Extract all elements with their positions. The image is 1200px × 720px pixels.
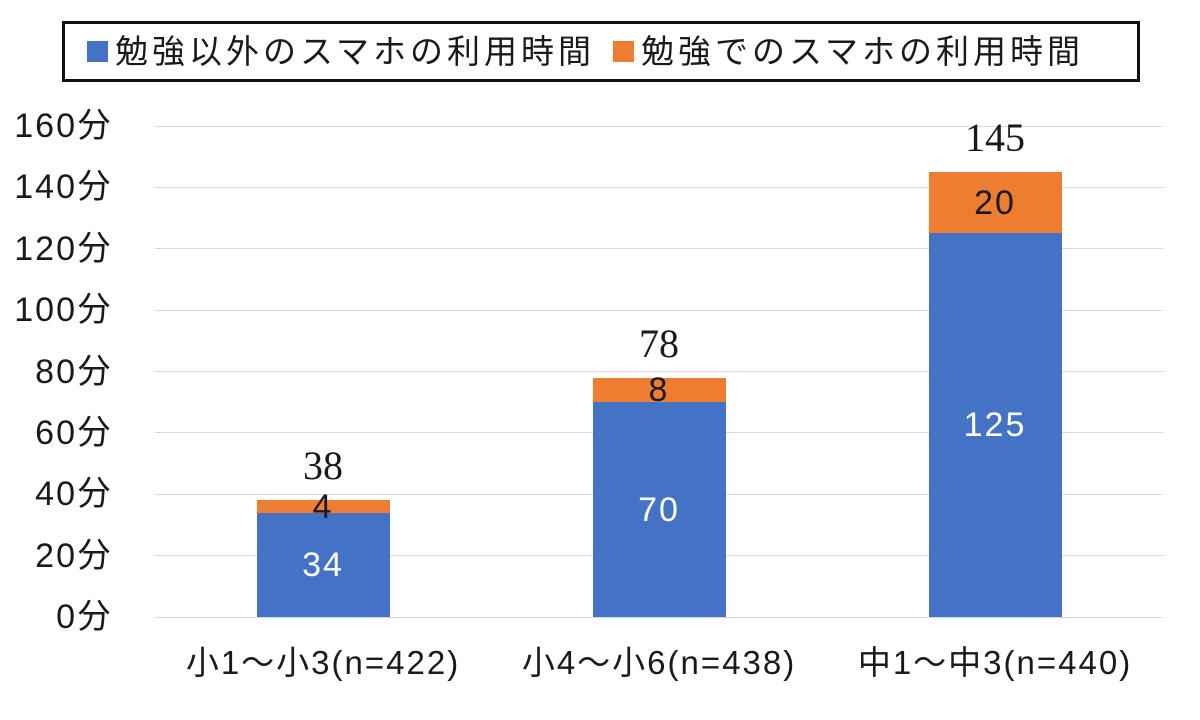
legend-label: 勉強でのスマホの利用時間 — [641, 33, 1085, 70]
gridline-0 — [155, 616, 1163, 618]
y-axis-tick-label: 60分 — [35, 413, 113, 452]
segment-value-label: 34 — [302, 545, 344, 584]
bar-2-segment-1: 20 — [928, 172, 1062, 234]
y-axis-tick-label: 140分 — [14, 168, 113, 207]
segment-value-label: 20 — [974, 183, 1016, 222]
gridline-120 — [155, 248, 1163, 250]
y-axis-tick-label: 120分 — [14, 229, 113, 268]
gridline-80 — [155, 371, 1163, 372]
bar-0-segment-1: 4 — [256, 490, 390, 524]
legend-label: 勉強以外のスマホの利用時間 — [115, 33, 596, 70]
x-axis-category-label: 小1～小3(n=422) — [185, 644, 461, 681]
segment-value-label: 70 — [638, 490, 680, 529]
gridline-100 — [155, 309, 1163, 311]
legend-item-1: 勉強でのスマホの利用時間 — [613, 35, 1084, 68]
y-axis-tick-label: 100分 — [14, 291, 113, 330]
x-axis-category-label: 中1～中3(n=440) — [857, 644, 1133, 681]
y-axis-tick-label: 80分 — [35, 352, 113, 391]
total-value-label: 145 — [965, 115, 1025, 161]
bar-0-segment-0: 34 — [256, 512, 390, 617]
segment-value-label: 4 — [312, 487, 334, 526]
legend: 勉強以外のスマホの利用時間 勉強でのスマホの利用時間 — [62, 21, 1140, 82]
y-axis-tick-label: 0分 — [56, 598, 113, 636]
bar-1-segment-0: 70 — [592, 402, 726, 617]
y-axis-tick-label: 20分 — [35, 536, 113, 575]
gridline-160 — [155, 125, 1163, 127]
legend-swatch-icon — [87, 41, 108, 62]
segment-value-label: 125 — [963, 406, 1027, 445]
x-axis-category-label: 小4～小6(n=438) — [521, 644, 797, 681]
legend-swatch-icon — [613, 41, 635, 62]
bar-1-segment-1: 8 — [592, 373, 726, 407]
total-value-label: 78 — [639, 320, 679, 366]
gridline-140 — [155, 186, 1163, 188]
legend-item-0: 勉強以外のスマホの利用時間 — [87, 35, 595, 68]
total-value-label: 38 — [303, 443, 343, 489]
plot-area: 0分 20分 40分 60分 80分 100分 120分 140分 160分 34 4 38 小1～小3… — [14, 107, 1163, 681]
y-axis-tick-label: 40分 — [35, 475, 113, 514]
y-axis-tick-label: 160分 — [14, 107, 113, 145]
bar-2-segment-0: 125 — [928, 233, 1062, 617]
segment-value-label: 8 — [648, 370, 670, 409]
